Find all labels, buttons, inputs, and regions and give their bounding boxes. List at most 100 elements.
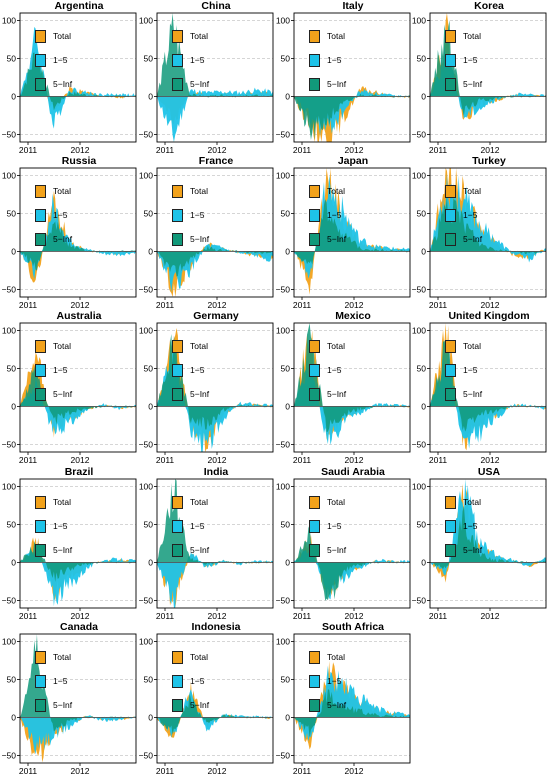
legend-label: 5−Inf	[463, 79, 483, 89]
y-tick-label: 50	[417, 54, 427, 64]
legend-swatch	[445, 340, 456, 353]
plot-frame	[429, 12, 547, 143]
y-tick-label: 0	[285, 91, 290, 101]
plot-frame	[156, 167, 274, 298]
legend-swatch	[35, 54, 46, 67]
legend-swatch	[445, 233, 456, 246]
legend-swatch	[309, 496, 320, 509]
legend-swatch	[172, 544, 183, 557]
y-tick-label: 0	[285, 401, 290, 411]
legend-swatch	[445, 54, 456, 67]
legend-label: 1−5	[463, 521, 478, 531]
legend-swatch	[172, 496, 183, 509]
legend-label: 1−5	[53, 55, 68, 65]
x-tick-label: 2012	[345, 611, 364, 621]
y-tick-label: 50	[281, 364, 291, 374]
panel-indonesia: Indonesia 100 50 0 −50 2011 2012 Total 1−5 5−Inf	[139, 621, 277, 777]
legend-swatch	[35, 364, 46, 377]
area-series-3	[430, 196, 546, 254]
area-series-3	[294, 689, 410, 738]
legend-label: Total	[190, 341, 208, 351]
legend-label: Total	[327, 341, 345, 351]
area-series-2	[294, 542, 410, 600]
area-series-3	[20, 52, 136, 111]
panel-mexico: Mexico 100 50 0 −50 2011 2012 Total 1−5 5−Inf	[276, 310, 414, 466]
legend-swatch	[309, 30, 320, 43]
panel-india: India 100 50 0 −50 2011 2012 Total 1−5 5−Inf	[139, 466, 277, 622]
legend-swatch	[309, 544, 320, 557]
y-tick-label: 100	[2, 171, 16, 181]
x-tick-label: 2011	[156, 766, 175, 776]
legend-swatch	[172, 675, 183, 688]
legend-label: 5−Inf	[327, 545, 347, 555]
x-tick-label: 2012	[345, 455, 364, 465]
legend-swatch	[35, 78, 46, 91]
area-series-2	[157, 689, 273, 738]
legend-label: Total	[327, 31, 345, 41]
legend-swatch	[35, 544, 46, 557]
y-tick-label: −50	[412, 129, 427, 139]
legend-label: Total	[53, 497, 71, 507]
legend-label: 5−Inf	[327, 389, 347, 399]
area-series-3	[294, 323, 410, 432]
legend-label: 1−5	[53, 365, 68, 375]
legend-swatch	[35, 496, 46, 509]
panel-canada: Canada 100 50 0 −50 2011 2012 Total 1−5 5−Inf	[2, 621, 140, 777]
y-tick-label: −50	[139, 595, 154, 605]
area-series-3	[294, 93, 410, 140]
area-series-2	[157, 87, 273, 142]
legend-label: Total	[53, 341, 71, 351]
legend-swatch	[309, 340, 320, 353]
legend-swatch	[309, 364, 320, 377]
panel-saudi-arabia: Saudi Arabia 100 50 0 −50 2011 2012 Total 1−5 5−I…	[276, 466, 414, 622]
area-series-2	[157, 552, 273, 608]
y-tick-label: 0	[11, 712, 16, 722]
legend-swatch	[309, 209, 320, 222]
legend-label: 1−5	[327, 55, 342, 65]
legend-swatch	[172, 388, 183, 401]
legend-swatch	[309, 699, 320, 712]
legend-label: 5−Inf	[53, 79, 73, 89]
y-tick-label: −50	[412, 595, 427, 605]
y-tick-label: 0	[421, 91, 426, 101]
x-tick-label: 2011	[429, 300, 448, 310]
panel-title: Canada	[60, 621, 98, 633]
panel-title: Korea	[474, 0, 504, 12]
plot-frame	[293, 167, 411, 298]
y-tick-label: 50	[144, 54, 154, 64]
legend-label: 5−Inf	[190, 545, 210, 555]
y-tick-label: 100	[2, 326, 16, 336]
y-tick-label: 50	[417, 364, 427, 374]
area-series-3	[430, 340, 546, 432]
legend-swatch	[445, 209, 456, 222]
plot-frame	[19, 167, 137, 298]
plot-frame	[19, 12, 137, 143]
legend-swatch	[35, 185, 46, 198]
y-tick-label: 100	[139, 171, 153, 181]
plot-frame	[156, 478, 274, 609]
panel-title: United Kingdom	[448, 310, 530, 322]
y-tick-label: −50	[276, 439, 291, 449]
x-tick-label: 2011	[429, 455, 448, 465]
y-tick-label: 50	[281, 54, 291, 64]
area-series-2	[20, 377, 136, 435]
area-series-3	[20, 541, 136, 582]
plot-frame	[293, 12, 411, 143]
area-series-2	[20, 715, 136, 755]
y-tick-label: 0	[148, 91, 153, 101]
y-tick-label: 0	[148, 712, 153, 722]
x-tick-label: 2011	[156, 611, 175, 621]
legend-swatch	[309, 675, 320, 688]
y-tick-label: 100	[139, 326, 153, 336]
legend-label: Total	[463, 497, 481, 507]
panel-france: France 100 50 0 −50 2011 2012 Total 1−5 5−Inf	[139, 155, 277, 311]
y-tick-label: 0	[285, 557, 290, 567]
y-tick-label: 0	[421, 401, 426, 411]
y-tick-label: −50	[2, 439, 17, 449]
panel-japan: Japan 100 50 0 −50 2011 2012 Total 1−5 5−Inf	[276, 155, 414, 311]
